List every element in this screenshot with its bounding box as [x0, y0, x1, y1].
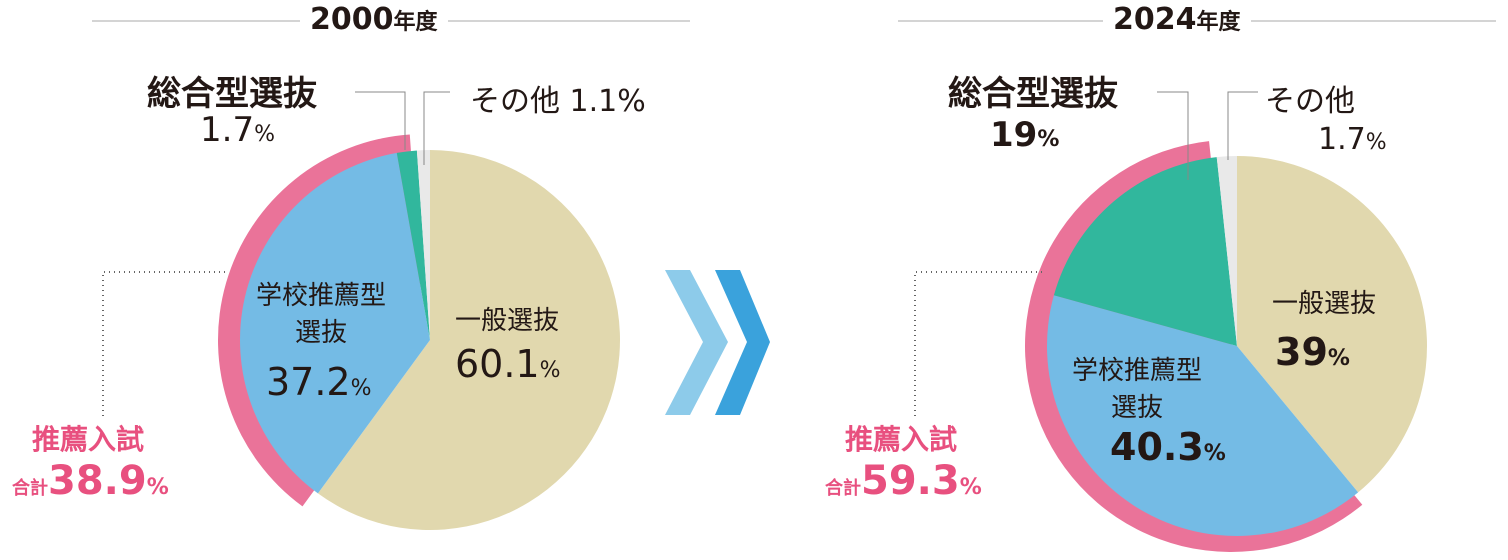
value-sogo-2000: 1.7% — [200, 110, 275, 150]
pie-slice-2024-2 — [1053, 157, 1237, 346]
pie-slice-2024-1 — [1047, 295, 1359, 537]
pie-slice-2024-3 — [1216, 156, 1237, 346]
value-group-2000: 合計38.9% — [12, 458, 169, 504]
value-school-2000: 37.2% — [266, 360, 372, 404]
label-sogo-2024: 総合型選抜 — [948, 74, 1118, 114]
label-group-2000: 推薦入試 — [32, 423, 145, 456]
label-general-2024: 一般選抜 — [1272, 289, 1377, 319]
pie-slice-2000-1 — [239, 152, 430, 494]
chevron-right-icon — [665, 270, 728, 415]
chart-title-2000: 2000年度 — [300, 2, 448, 37]
pie-slice-2000-2 — [396, 150, 430, 340]
leader-other-2000 — [423, 91, 450, 165]
value-other-2024: 1.7% — [1318, 122, 1387, 157]
label-other-2024: その他 — [1265, 84, 1355, 119]
value-school-2024: 40.3% — [1110, 425, 1226, 469]
leader-sogo-2024 — [1157, 91, 1189, 180]
label-school-2024: 学校推薦型 選抜 — [1071, 356, 1202, 423]
label-other-2000: その他 1.1% — [470, 84, 646, 119]
value-general-2000: 60.1% — [455, 342, 561, 386]
chevron-right-icon — [715, 270, 770, 415]
leader-sogo-2000 — [355, 91, 406, 150]
label-school-2000: 学校推薦型 選抜 — [256, 281, 387, 348]
value-general-2024: 39% — [1275, 330, 1350, 374]
pie-slice-2000-0 — [317, 150, 621, 530]
label-general-2000: 一般選抜 — [455, 306, 560, 336]
value-group-2024: 合計59.3% — [825, 458, 982, 504]
leader-group-2000 — [102, 271, 225, 420]
pie-slice-2000-3 — [416, 150, 430, 340]
label-group-2024: 推薦入試 — [845, 423, 958, 456]
chart-title-2024: 2024年度 — [1103, 2, 1251, 37]
pie-slice-2024-0 — [1237, 156, 1428, 493]
value-sogo-2024: 19% — [990, 115, 1060, 155]
leader-group-2024 — [914, 271, 1042, 420]
label-sogo-2000: 総合型選抜 — [147, 74, 317, 114]
leader-other-2024 — [1227, 91, 1258, 160]
